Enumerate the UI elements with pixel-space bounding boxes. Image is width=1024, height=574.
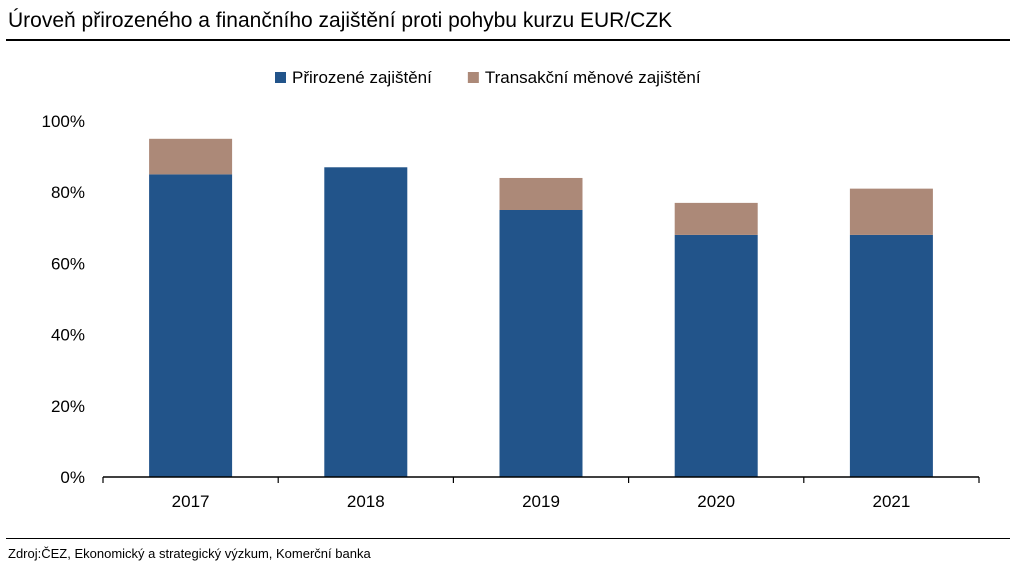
x-tick-label-2019: 2019 (522, 492, 560, 511)
bar-2017-series-2 (149, 138, 233, 175)
footer-divider (6, 538, 1010, 539)
bar-2020-series-1 (674, 234, 758, 477)
y-tick-label-0pct: 0% (60, 468, 85, 487)
chart-title: Úroveň přirozeného a finančního zajištěn… (8, 9, 673, 32)
y-tick-label-80pct: 80% (51, 183, 85, 202)
legend-swatch-1 (275, 72, 286, 83)
bar-2017-series-1 (149, 174, 233, 477)
bar-2018-series-1 (324, 167, 408, 477)
bar-2021-series-1 (849, 234, 933, 477)
title-divider (6, 39, 1010, 41)
x-tick-label-2018: 2018 (347, 492, 385, 511)
x-tick-label-2021: 2021 (872, 492, 910, 511)
x-tick-label-2017: 2017 (172, 492, 210, 511)
y-tick-label-100pct: 100% (42, 112, 85, 131)
y-tick-label-20pct: 20% (51, 397, 85, 416)
bar-2020-series-2 (674, 202, 758, 235)
bar-2021-series-2 (849, 188, 933, 235)
y-tick-label-40pct: 40% (51, 326, 85, 345)
bar-chart: Přirozené zajištění Transakční měnové zaj… (42, 68, 980, 511)
legend-swatch-2 (467, 72, 479, 83)
bar-2019-series-2 (499, 177, 583, 210)
bar-2019-series-1 (499, 210, 583, 477)
x-tick-label-2020: 2020 (697, 492, 735, 511)
source-note: Zdroj:ČEZ, Ekonomický a strategický výzk… (8, 546, 371, 561)
y-tick-label-60pct: 60% (51, 254, 85, 273)
legend-label-1: Přirozené zajištění (292, 68, 432, 87)
chart-area: Přirozené zajištění Transakční měnové zaj… (0, 48, 1024, 526)
legend-label-2: Transakční měnové zajištění (485, 68, 701, 87)
